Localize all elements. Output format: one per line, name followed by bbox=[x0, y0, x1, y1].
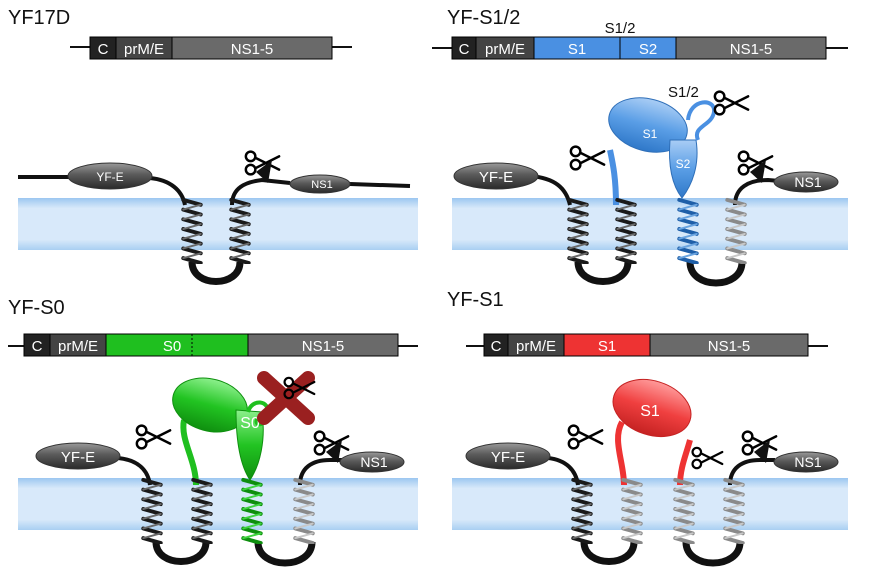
panel-yf-s1: YF-S1 C prM/E S1 NS1-5 S1 bbox=[447, 289, 848, 567]
panel-title: YF-S1/2 bbox=[447, 7, 520, 29]
ns1-protein bbox=[339, 451, 405, 473]
protein-label: NS1 bbox=[311, 179, 332, 191]
construct-label: S1/2 bbox=[605, 20, 636, 37]
protein-label: S1 bbox=[640, 403, 660, 420]
segment-ns: NS1-5 bbox=[231, 41, 274, 58]
genome-bar: C prM/E S0 NS1-5 bbox=[8, 333, 418, 357]
segment-c: C bbox=[491, 338, 502, 355]
scissors-icon bbox=[713, 90, 750, 116]
protein-label: S1 bbox=[643, 127, 658, 141]
protein-label: NS1 bbox=[794, 174, 821, 190]
segment-c: C bbox=[32, 338, 43, 355]
yf-e-protein bbox=[35, 442, 121, 470]
genome-bar: C prM/E S1 S2 NS1-5 bbox=[432, 36, 848, 60]
segment-c: C bbox=[459, 41, 470, 58]
protein-topology: S1 S2 S1/2 YF-E NS1 bbox=[453, 84, 839, 287]
segment-s0: S0 bbox=[163, 338, 181, 355]
ns1-protein bbox=[773, 171, 839, 193]
segment-ns: NS1-5 bbox=[730, 41, 773, 58]
yf-e-protein bbox=[67, 162, 153, 190]
s0-protein-stalk bbox=[235, 409, 264, 481]
ns1-protein bbox=[773, 451, 839, 473]
segment-prme: prM/E bbox=[58, 338, 98, 355]
yf-e-protein bbox=[453, 162, 539, 190]
genome-bar: C prM/E NS1-5 bbox=[70, 36, 352, 60]
segment-s1: S1 bbox=[568, 41, 586, 58]
panel-title: YF-S1 bbox=[447, 289, 504, 311]
cleavage-label: S1/2 bbox=[668, 84, 699, 101]
scissors-icon bbox=[135, 424, 172, 450]
segment-prme: prM/E bbox=[124, 41, 164, 58]
segment-prme: prM/E bbox=[516, 338, 556, 355]
protein-label: YF-E bbox=[96, 170, 123, 184]
segment-prme: prM/E bbox=[485, 41, 525, 58]
protein-topology: S0 YF-E NS1 bbox=[35, 371, 405, 567]
panel-yf-s0: YF-S0 C prM/E S0 NS1-5 S bbox=[8, 297, 418, 567]
membrane bbox=[18, 198, 418, 250]
scissors-icon bbox=[567, 424, 604, 450]
ns1-protein bbox=[289, 174, 351, 194]
protein-label: YF-E bbox=[491, 449, 525, 466]
segment-ns: NS1-5 bbox=[708, 338, 751, 355]
yf-e-protein bbox=[465, 442, 551, 470]
protein-label: YF-E bbox=[61, 449, 95, 466]
protein-label: YF-E bbox=[479, 169, 513, 186]
s2-protein bbox=[669, 139, 698, 199]
panel-title: YF17D bbox=[8, 7, 70, 29]
panel-yf-s12: YF-S1/2 S1/2 C prM/E S1 S2 NS1-5 bbox=[432, 7, 848, 287]
segment-s1: S1 bbox=[598, 338, 616, 355]
segment-ns: NS1-5 bbox=[302, 338, 345, 355]
segment-s2: S2 bbox=[639, 41, 657, 58]
genome-bar: C prM/E S1 NS1-5 bbox=[466, 333, 828, 357]
scissors-icon bbox=[569, 145, 606, 171]
panel-yf17d: YF17D C prM/E NS1-5 YF-E NS1 bbox=[8, 7, 418, 285]
segment-c: C bbox=[98, 41, 109, 58]
protein-label: NS1 bbox=[360, 454, 387, 470]
protein-topology: YF-E NS1 bbox=[18, 150, 411, 285]
membrane bbox=[452, 478, 848, 530]
protein-label: S0 bbox=[240, 415, 260, 432]
protein-label: S2 bbox=[676, 157, 691, 171]
protein-topology: S1 YF-E NS1 bbox=[465, 379, 839, 567]
scissors-icon bbox=[691, 446, 724, 470]
panel-title: YF-S0 bbox=[8, 297, 65, 319]
s1-protein bbox=[608, 97, 688, 153]
protein-label: NS1 bbox=[794, 454, 821, 470]
membrane bbox=[452, 198, 848, 250]
s1-protein bbox=[612, 379, 692, 437]
membrane bbox=[18, 478, 418, 530]
